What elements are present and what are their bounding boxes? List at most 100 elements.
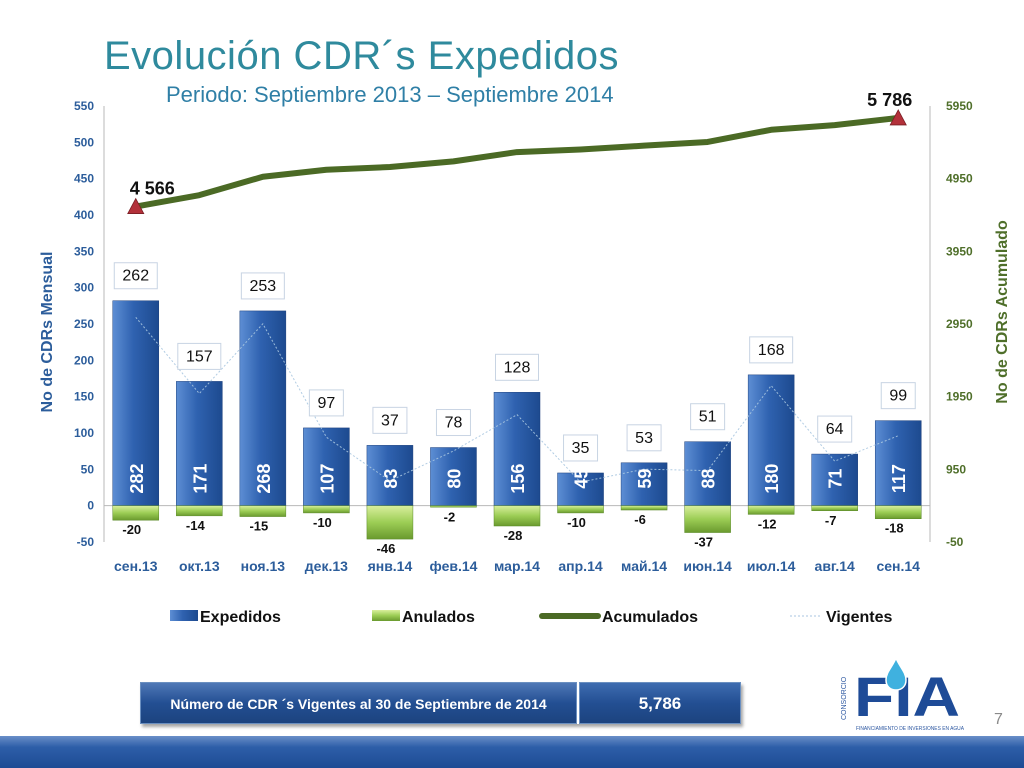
summary-value: 5,786 [579,682,741,724]
vigentes-data-label: 99 [889,388,907,405]
vigentes-data-label: 262 [122,268,149,285]
x-tick-label: май.14 [621,558,667,574]
y2-tick-label: 3950 [946,244,973,258]
vigentes-label-box [880,382,916,410]
legend-label-expedidos: Expedidos [200,609,281,626]
y-tick-label: 100 [74,426,94,440]
y-tick-label: 0 [87,499,94,513]
anulados-bar [430,505,477,508]
expedidos-bar [493,392,541,506]
vigentes-data-label: 35 [572,440,590,457]
y2-tick-label: 950 [946,462,966,476]
expedidos-bar [811,453,858,506]
anulados-bar [239,505,287,517]
vigentes-label-box [690,403,726,431]
acumulados-annotation: 4 566 [130,179,175,199]
y-axis-title: No de CDRs Mensual [39,252,56,413]
vigentes-data-label: 168 [758,342,785,359]
y-tick-label: -50 [77,535,95,549]
anulados-bar [303,505,350,514]
y-tick-label: 550 [74,99,94,113]
vigentes-label-box [817,415,853,443]
y-tick-label: 400 [74,208,94,222]
expedidos-bar [747,374,795,506]
anulados-data-label: -12 [758,516,777,531]
vigentes-line [135,316,899,483]
vigentes-data-label: 97 [317,395,335,412]
vigentes-data-label: 253 [249,278,276,295]
y-tick-label: 150 [74,390,94,404]
y-tick-label: 200 [74,353,94,367]
summary-label: Número de CDR ´s Vigentes al 30 de Septi… [140,682,577,724]
x-tick-label: дек.13 [305,558,348,574]
y-tick-label: 250 [74,317,94,331]
anulados-bar [112,505,160,521]
expedidos-bar [684,441,731,506]
vigentes-label-box [563,434,599,462]
expedidos-data-label: 107 [317,464,337,494]
vigentes-label-box [177,342,222,370]
expedidos-data-label: 117 [889,464,909,493]
vigentes-data-label: 78 [445,415,463,432]
acumulados-line [132,114,902,210]
y-tick-label: 500 [74,135,94,149]
expedidos-bar [557,472,604,506]
x-tick-label: янв.14 [368,558,413,574]
anulados-bar [176,505,223,517]
expedidos-data-label: 268 [254,464,274,494]
slide-title: Evolución CDR´s Expedidos [104,34,619,78]
vigentes-label-box [626,424,662,452]
page-number: 7 [994,711,1003,728]
legend-label-acumulados: Acumulados [602,609,698,626]
acumulados-annotation: 5 786 [867,90,912,110]
expedidos-data-label: 156 [508,464,528,494]
vigentes-data-label: 53 [635,430,653,447]
x-tick-label: июн.14 [683,558,732,574]
y-tick-label: 450 [74,172,94,186]
anulados-bar [366,505,414,540]
expedidos-data-label: 180 [762,464,782,494]
x-tick-label: июл.14 [747,558,796,574]
chart-legend: Expedidos Anulados Acumulados Vigentes [170,609,893,626]
expedidos-bar [430,447,477,506]
anulados-data-label: -6 [634,512,646,527]
y2-tick-label: 5950 [946,99,973,113]
anulados-data-label: -14 [186,518,206,533]
anulados-bar [620,505,668,511]
expedidos-bar [874,420,922,506]
logo-main-text: FIA [854,665,960,728]
logo-side-text: CONSORCIO [841,676,848,720]
anulados-data-label: -37 [694,535,713,550]
expedidos-data-label: 171 [190,464,210,494]
y-tick-label: 50 [81,462,95,476]
vigentes-label-box [113,262,158,290]
vigentes-summary: Número de CDR ´s Vigentes al 30 de Septi… [140,682,741,724]
expedidos-data-label: 88 [699,469,719,489]
y-tick-label: 300 [74,281,94,295]
vigentes-data-label: 128 [504,359,531,376]
anulados-data-label: -10 [313,515,332,530]
expedidos-data-label: 59 [635,469,655,489]
x-tick-label: ноя.13 [241,558,286,574]
vigentes-label-box [240,272,285,300]
x-tick-label: окт.13 [179,558,220,574]
expedidos-data-label: 71 [826,469,846,489]
legend-label-vigentes: Vigentes [826,609,893,626]
legend-label-anulados: Anulados [402,609,475,626]
chart: 550500450400350300250200150100500-505950… [39,90,1011,626]
chart-lines [127,109,907,483]
vigentes-data-label: 157 [186,348,213,365]
legend-swatch-anulados [372,610,400,621]
vigentes-label-box [372,406,408,434]
expedidos-bar [303,427,350,506]
chart-axes: 550500450400350300250200150100500-505950… [39,99,1011,574]
anulados-bar [493,505,541,527]
anulados-bar [684,505,731,533]
vigentes-data-label: 51 [699,409,717,426]
acumulados-marker-triangle-icon [889,109,907,126]
vigentes-label-box [495,353,539,381]
anulados-bar [811,505,858,512]
expedidos-data-label: 282 [127,464,147,494]
x-tick-label: мар.14 [494,558,540,574]
y2-tick-label: -50 [946,535,964,549]
